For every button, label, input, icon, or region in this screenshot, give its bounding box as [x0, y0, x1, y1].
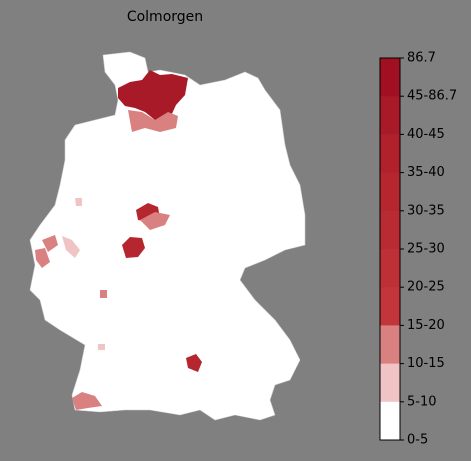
colorbar-label: 35-40: [407, 165, 445, 180]
colorbar-label: 10-15: [407, 356, 445, 371]
colorbar-label: 15-20: [407, 318, 445, 333]
colorbar-segment: [380, 210, 400, 250]
region-dark: [118, 70, 188, 120]
colorbar-label: 86.7: [407, 51, 436, 66]
region-light: [42, 235, 58, 252]
region-light: [72, 392, 102, 410]
region-pale: [98, 344, 105, 350]
colorbar-label: 40-45: [407, 127, 445, 142]
colorbar-segment: [380, 363, 400, 403]
colorbar-segment: [380, 249, 400, 288]
colorbar-label: 45-86.7: [407, 89, 457, 104]
region-dark: [186, 354, 202, 372]
colorbar-segment: [380, 325, 400, 364]
country-outline: [29, 51, 306, 421]
colorbar-segment: [380, 134, 400, 173]
germany-map: [29, 51, 306, 421]
colorbar-segment: [380, 96, 400, 135]
region-pale: [75, 198, 82, 206]
colorbar-segment: [380, 287, 400, 326]
colorbar: 86.7 45-86.7 40-45 35-40 30-35 25-30 20-25 15-2…: [379, 51, 457, 448]
region-light: [128, 110, 178, 132]
region-light: [100, 290, 107, 298]
colorbar-label: 20-25: [407, 280, 445, 295]
map-title: Colmorgen: [127, 9, 203, 25]
region-pale: [62, 236, 80, 258]
colorbar-segment: [380, 401, 400, 441]
colorbar-label: 5-10: [407, 394, 437, 409]
region-light: [140, 212, 170, 230]
colorbar-label: 25-30: [407, 242, 445, 257]
region-dark: [122, 237, 145, 258]
colorbar-label: 0-5: [407, 433, 428, 448]
colorbar-segment: [380, 58, 400, 97]
colorbar-label: 30-35: [407, 203, 445, 218]
region-light: [35, 248, 50, 268]
colorbar-segment: [380, 172, 400, 212]
